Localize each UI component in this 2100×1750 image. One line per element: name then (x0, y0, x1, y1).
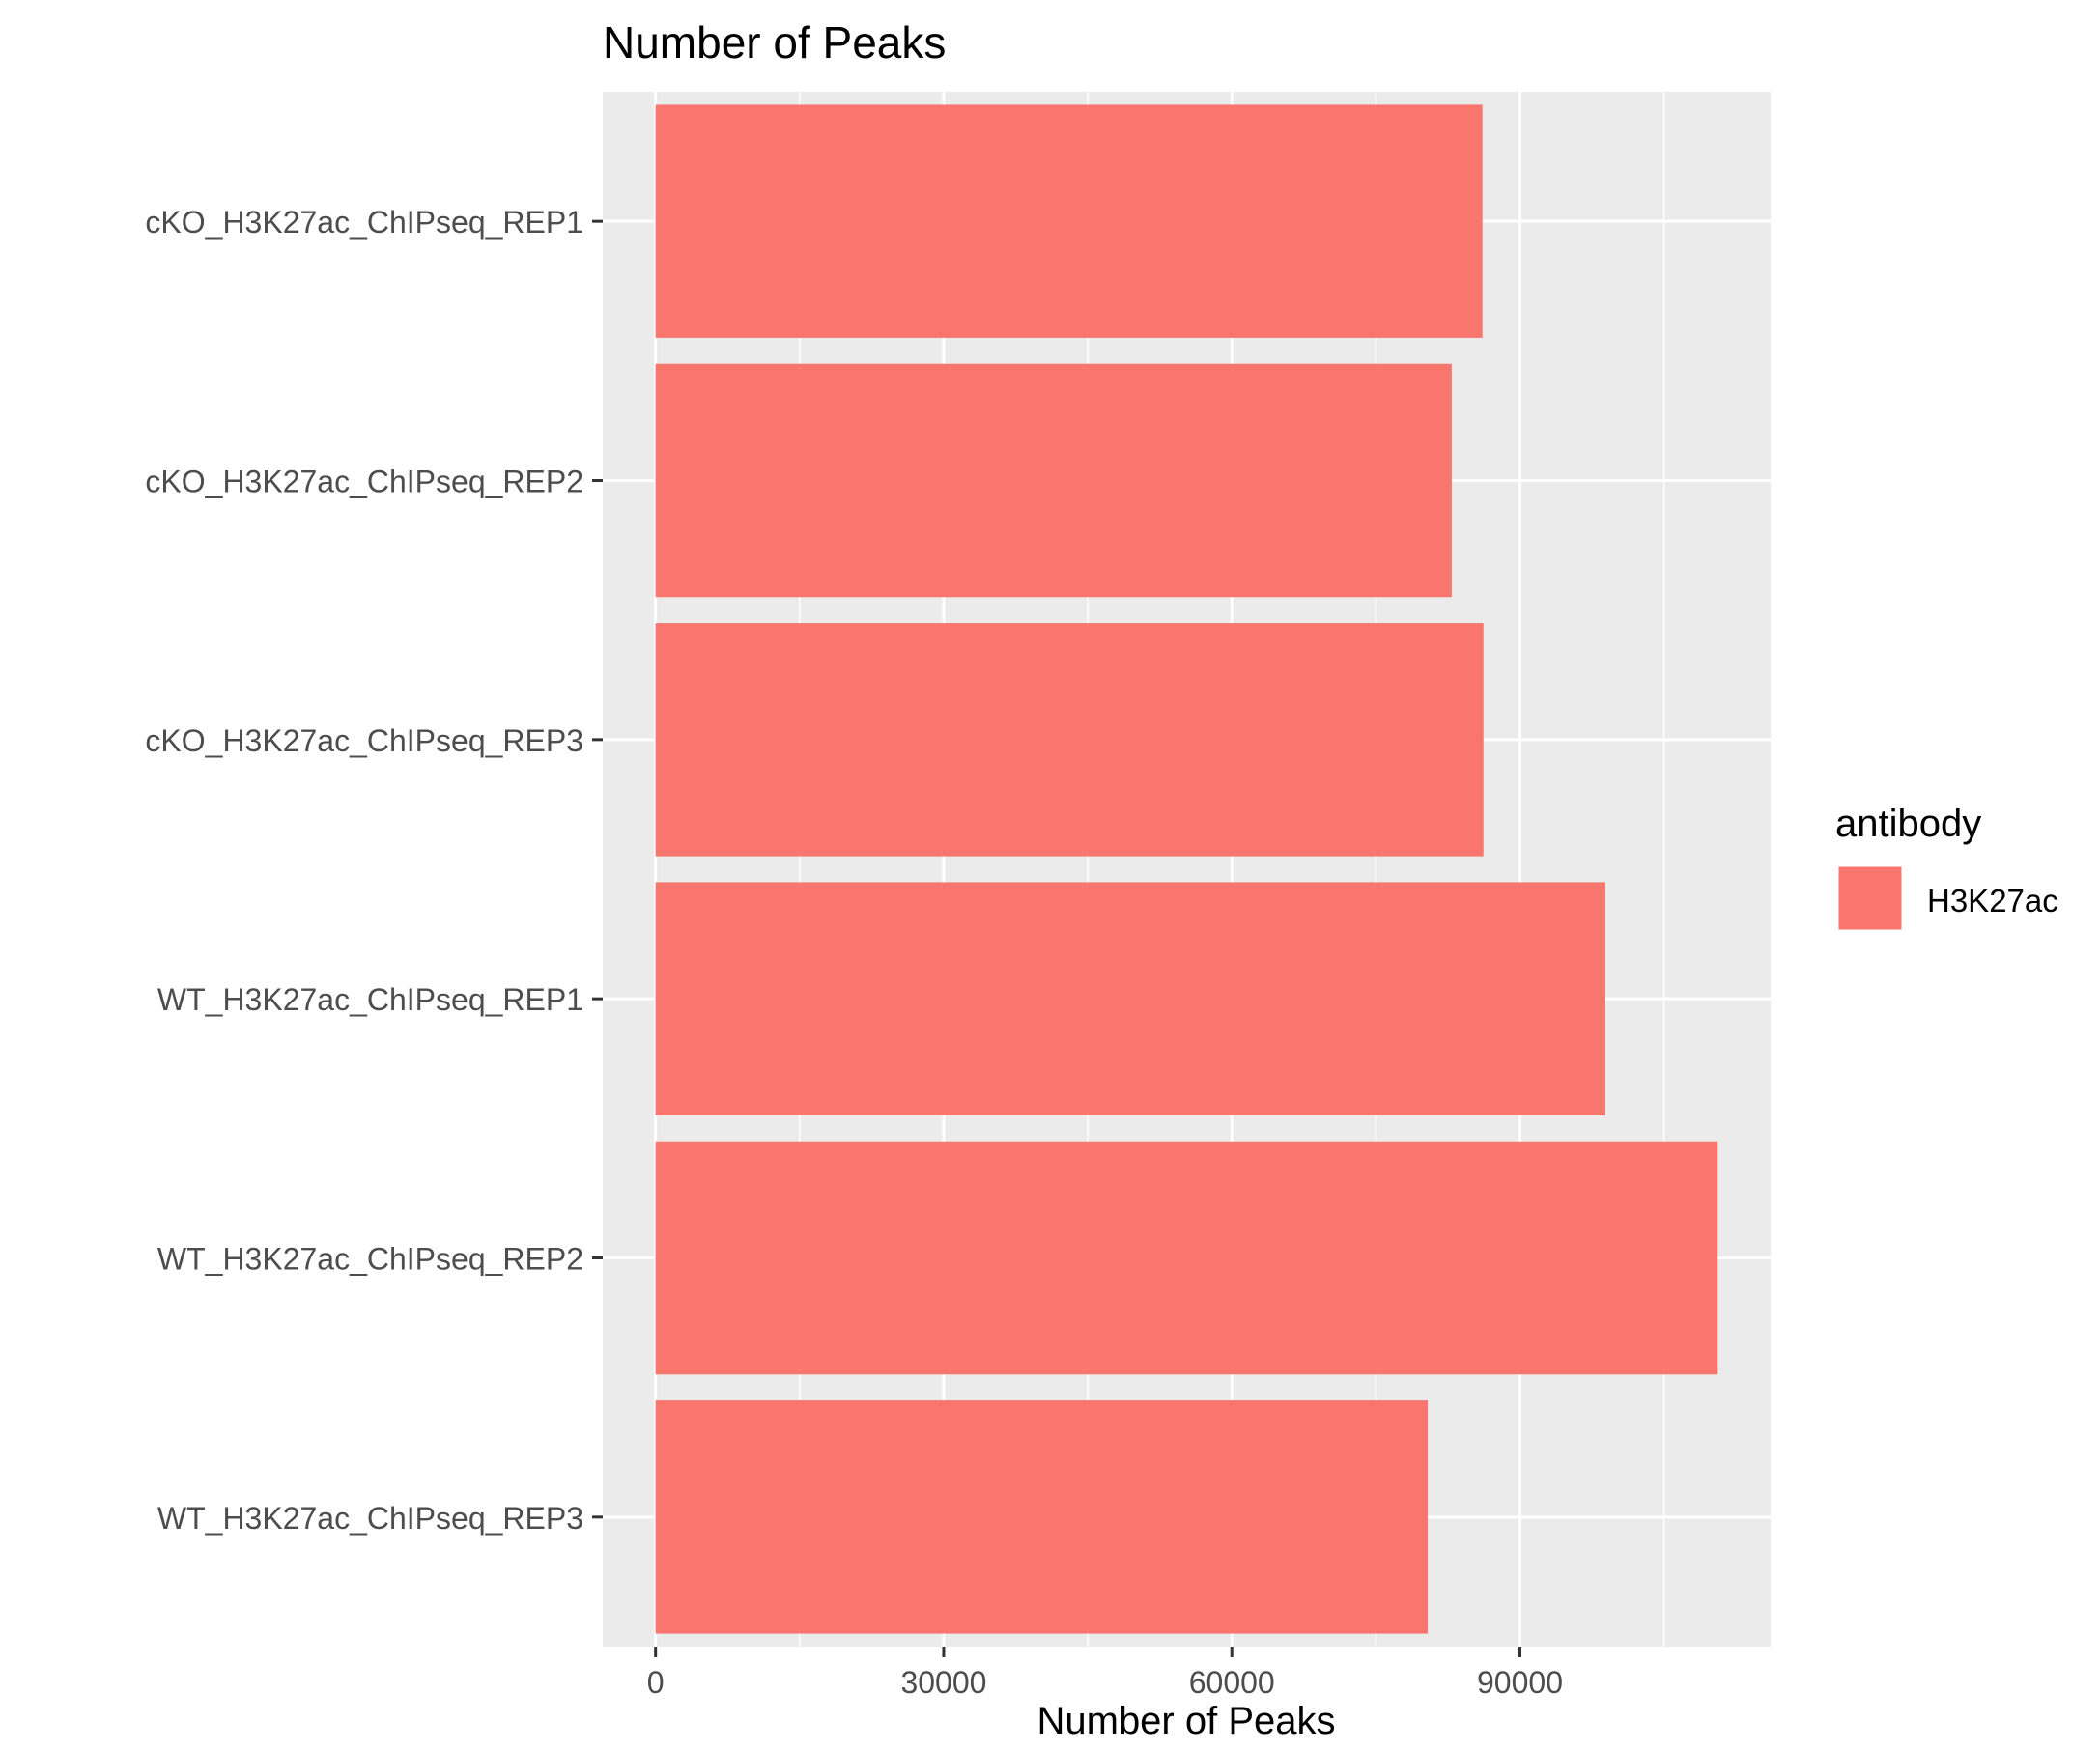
y-tick-label: WT_H3K27ac_ChIPseq_REP3 (157, 1501, 583, 1536)
x-tick-label: 30000 (900, 1665, 986, 1700)
legend: antibody H3K27ac (1835, 803, 2058, 933)
bar-WT_H3K27ac_ChIPseq_REP3 (655, 1400, 1429, 1634)
y-axis: cKO_H3K27ac_ChIPseq_REP1 cKO_H3K27ac_ChIP… (145, 205, 603, 1536)
bar-WT_H3K27ac_ChIPseq_REP1 (655, 882, 1605, 1115)
x-tick-label: 90000 (1477, 1665, 1563, 1700)
y-tick-label: cKO_H3K27ac_ChIPseq_REP3 (145, 723, 583, 758)
bar-cKO_H3K27ac_ChIPseq_REP2 (655, 363, 1452, 598)
plot-panel (603, 92, 1771, 1647)
y-tick-label: cKO_H3K27ac_ChIPseq_REP1 (145, 205, 583, 240)
bars (655, 104, 1718, 1634)
chart-title: Number of Peaks (603, 17, 946, 68)
bar-WT_H3K27ac_ChIPseq_REP2 (655, 1141, 1718, 1375)
legend-title: antibody (1835, 803, 1981, 845)
y-tick-label: WT_H3K27ac_ChIPseq_REP2 (157, 1242, 583, 1277)
x-tick-label: 0 (647, 1665, 665, 1700)
y-tick-label: cKO_H3K27ac_ChIPseq_REP2 (145, 465, 583, 499)
minor-gridlines (799, 92, 1665, 1647)
legend-key-h3k27ac (1835, 863, 1905, 933)
y-tick-label: WT_H3K27ac_ChIPseq_REP1 (157, 982, 583, 1017)
x-axis-title: Number of Peaks (1036, 1700, 1335, 1742)
x-axis: 0 30000 60000 90000 (647, 1647, 1563, 1700)
bar-cKO_H3K27ac_ChIPseq_REP1 (655, 104, 1483, 338)
bar-cKO_H3K27ac_ChIPseq_REP3 (655, 623, 1484, 857)
x-tick-label: 60000 (1189, 1665, 1275, 1700)
legend-label-h3k27ac: H3K27ac (1927, 883, 2058, 918)
